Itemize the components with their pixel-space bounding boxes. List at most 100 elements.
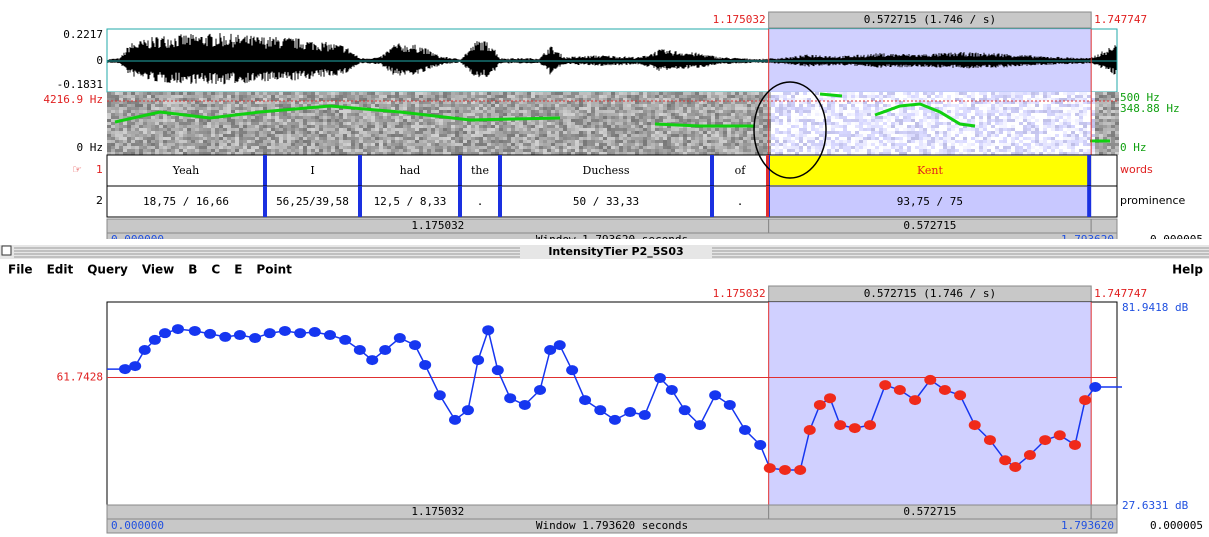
spectrogram-cell — [811, 122, 815, 125]
spectrogram-cell — [983, 98, 987, 101]
spectrogram-cell — [443, 104, 447, 107]
spectrogram-cell — [503, 95, 507, 98]
spectrogram-cell — [127, 98, 131, 101]
spectrogram-cell — [643, 128, 647, 131]
spectrogram-cell — [295, 143, 299, 146]
spectrogram-cell — [619, 119, 623, 122]
spectrogram-cell — [367, 104, 371, 107]
spectrogram-cell — [191, 104, 195, 107]
spectrogram-cell — [687, 131, 691, 134]
spectrogram-cell — [583, 143, 587, 146]
spectrogram-cell — [543, 143, 547, 146]
spectrogram-cell — [507, 149, 511, 152]
spectrogram-cell — [791, 152, 795, 155]
spectrogram-cell — [583, 101, 587, 104]
spectrogram-cell — [1051, 149, 1055, 152]
spectrogram-cell — [675, 107, 679, 110]
spectrogram-cell — [579, 143, 583, 146]
spectrogram-cell — [247, 116, 251, 119]
spectrogram-cell — [803, 107, 807, 110]
spectrogram-cell — [279, 149, 283, 152]
spectrogram-cell — [843, 113, 847, 116]
spectrogram-cell — [343, 140, 347, 143]
spectrogram-cell — [563, 143, 567, 146]
spectrogram-cell — [619, 122, 623, 125]
spectrogram-cell — [783, 140, 787, 143]
spectrogram-cell — [603, 116, 607, 119]
spectrogram-cell — [875, 134, 879, 137]
spectrogram-cell — [879, 113, 883, 116]
spectrogram-cell — [859, 104, 863, 107]
spectrogram-cell — [887, 152, 891, 155]
spectrogram-cell — [775, 107, 779, 110]
spectrogram-cell — [699, 137, 703, 140]
spectrogram-cell — [295, 137, 299, 140]
spectrogram-cell — [743, 110, 747, 113]
spectrogram-cell — [531, 98, 535, 101]
spectrogram-cell — [387, 119, 391, 122]
spectrogram-cell — [687, 146, 691, 149]
spectrogram-cell — [879, 128, 883, 131]
spectrogram-cell — [651, 95, 655, 98]
spectrogram-cell — [247, 143, 251, 146]
spectrogram-cell — [1011, 152, 1015, 155]
spectrogram-cell — [523, 104, 527, 107]
spectrogram-cell — [571, 98, 575, 101]
spectrogram-cell — [163, 140, 167, 143]
spectrogram-cell — [699, 152, 703, 155]
spectrogram-cell — [891, 95, 895, 98]
spectrogram-cell — [391, 131, 395, 134]
spectrogram-cell — [815, 134, 819, 137]
spectrogram-cell — [555, 110, 559, 113]
spectrogram-cell — [551, 131, 555, 134]
spectrogram-cell — [607, 101, 611, 104]
spectrogram-cell — [859, 149, 863, 152]
spectrogram-cell — [315, 119, 319, 122]
spectrogram-cell — [783, 137, 787, 140]
spectrogram-cell — [531, 113, 535, 116]
spectrogram-cell — [903, 143, 907, 146]
spectrogram-cell — [1031, 149, 1035, 152]
spectrogram-cell — [707, 134, 711, 137]
spectrogram-cell — [731, 146, 735, 149]
spectrogram-cell — [451, 152, 455, 155]
spectrogram-cell — [867, 128, 871, 131]
spectrogram-cell — [327, 125, 331, 128]
spectrogram-cell — [235, 140, 239, 143]
spectrogram-cell — [1023, 152, 1027, 155]
spectrogram-cell — [215, 128, 219, 131]
spectrogram-cell — [443, 122, 447, 125]
spectrogram-cell — [915, 119, 919, 122]
spectrogram-cell — [115, 122, 119, 125]
spectrogram-cell — [611, 101, 615, 104]
spectrogram-cell — [903, 98, 907, 101]
spectrogram-cell — [519, 131, 523, 134]
spectrogram-cell — [223, 128, 227, 131]
spectrogram-cell — [1003, 101, 1007, 104]
spectrogram-cell — [211, 137, 215, 140]
spectrogram-cell — [547, 146, 551, 149]
spectrogram-cell — [647, 143, 651, 146]
spectrogram-cell — [471, 122, 475, 125]
spectrogram-cell — [567, 98, 571, 101]
spectrogram-cell — [167, 104, 171, 107]
spectrogram-cell — [251, 101, 255, 104]
spectrogram-cell — [923, 149, 927, 152]
spectrogram-cell — [171, 152, 175, 155]
spectrogram-cell — [143, 131, 147, 134]
spectrogram-cell — [795, 101, 799, 104]
spectrogram-cell — [147, 119, 151, 122]
spectrogram-cell — [295, 116, 299, 119]
spectrogram-cell — [987, 125, 991, 128]
spectrogram-cell — [711, 143, 715, 146]
spectrogram-cell — [887, 125, 891, 128]
spectrogram-cell — [327, 143, 331, 146]
spectrogram-cell — [339, 143, 343, 146]
spectrogram-cell — [991, 137, 995, 140]
spectrogram-cell — [991, 113, 995, 116]
spectrogram-cell — [771, 131, 775, 134]
spectrogram-cell — [815, 116, 819, 119]
spectrogram-cell — [239, 119, 243, 122]
spectrogram-cell — [891, 113, 895, 116]
spectrogram-cell — [495, 152, 499, 155]
